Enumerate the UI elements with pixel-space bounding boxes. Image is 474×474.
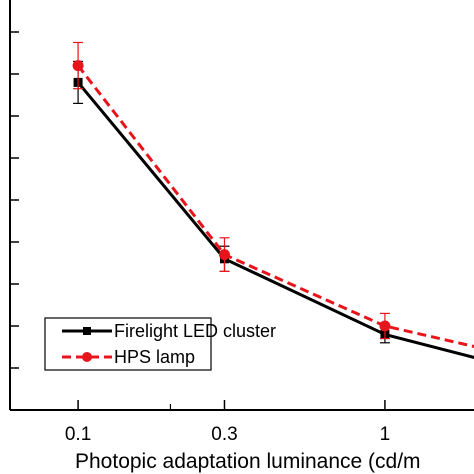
- data-point-circle: [218, 249, 230, 261]
- x-tick-label: 1: [380, 424, 391, 445]
- series-1: [72, 41, 474, 348]
- series-line: [76, 81, 474, 359]
- data-point-circle: [72, 60, 84, 72]
- axes: 0.1 0.3 1: [9, 0, 474, 445]
- legend-marker-firelight: [83, 327, 91, 335]
- legend-marker-hps: [82, 352, 92, 362]
- legend-label-firelight: Firelight LED cluster: [114, 321, 276, 341]
- data-point-circle: [379, 320, 391, 332]
- legend: Firelight LED cluster HPS lamp: [44, 317, 276, 371]
- series-line: [76, 64, 474, 348]
- legend-box: [44, 317, 212, 371]
- x-tick-label: 0.1: [65, 424, 91, 445]
- series-layer: [72, 41, 474, 359]
- legend-label-hps: HPS lamp: [114, 347, 195, 367]
- x-axis-title: Photopic adaptation luminance (cd/m: [75, 450, 421, 473]
- x-tick-label: 0.3: [211, 424, 237, 445]
